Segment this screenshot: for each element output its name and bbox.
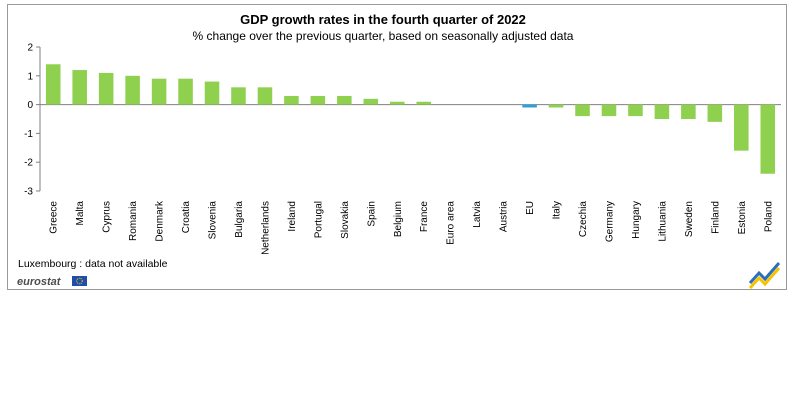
category-label: Cyprus (102, 201, 113, 233)
y-tick-label: -2 (24, 158, 33, 169)
bar-poland (760, 104, 776, 174)
category-label: Netherlands (260, 201, 271, 255)
bar-ireland (284, 95, 299, 105)
bar-slovenia (204, 81, 220, 105)
category-label: EU (525, 201, 536, 215)
bar-romania (125, 75, 140, 105)
bar-portugal (310, 95, 326, 105)
category-label-layer: Greece Malta Cyprus Romania Denmark Croatia Sl… (49, 200, 775, 255)
chart-frame: GDP growth rates in the fourth quarter o… (7, 4, 787, 290)
chart-title: GDP growth rates in the fourth quarter o… (240, 12, 526, 27)
chart: GDP growth rates in the fourth quarter o… (17, 12, 781, 290)
category-label: Germany (604, 201, 615, 242)
footnote: Luxembourg : data not available (18, 258, 168, 270)
y-tick-label: 2 (27, 43, 33, 54)
bar-hungary (628, 104, 643, 117)
brand-name: eurostat (17, 276, 62, 288)
category-label: Ireland (287, 201, 298, 232)
bar-italy (548, 104, 564, 108)
bar-denmark (151, 78, 167, 105)
category-label: France (419, 201, 430, 233)
category-label: Latvia (472, 201, 483, 228)
chart-subtitle: % change over the previous quarter, base… (193, 29, 574, 43)
y-tick-label: -1 (24, 129, 33, 140)
bar-eu (522, 104, 537, 108)
y-tick-label: 0 (27, 100, 33, 111)
eurostat-chevron-icon (748, 262, 781, 290)
category-label: Bulgaria (234, 201, 245, 238)
bar-cyprus (98, 72, 114, 105)
bar-malta (72, 70, 87, 105)
bar-finland (707, 104, 723, 122)
category-label: Italy (552, 201, 563, 219)
category-label: Hungary (631, 201, 642, 239)
category-label: Denmark (155, 200, 166, 242)
category-label: Belgium (393, 201, 404, 237)
category-label: Croatia (181, 201, 192, 234)
category-label: Romania (128, 201, 139, 241)
bar-netherlands (257, 87, 273, 105)
category-label: Slovakia (340, 201, 351, 239)
bar-france (416, 101, 432, 105)
bar-germany (601, 104, 617, 117)
axis-layer (36, 46, 781, 192)
category-label: Spain (366, 201, 377, 227)
bar-bulgaria (231, 87, 246, 105)
bar-estonia (734, 104, 749, 151)
category-label: Greece (49, 201, 60, 234)
category-label: Estonia (737, 201, 748, 235)
y-tick-layer: 2 1 0 -1 -2 -3 (24, 43, 33, 198)
bar-lithuania (654, 104, 670, 119)
bar-croatia (178, 78, 193, 105)
category-label: Euro area (446, 201, 457, 245)
category-label: Poland (763, 201, 774, 232)
category-label: Malta (75, 201, 86, 226)
y-tick-label: 1 (27, 71, 33, 82)
bar-sweden (681, 104, 696, 119)
category-label: Lithuania (657, 201, 668, 242)
category-label: Slovenia (208, 201, 219, 240)
category-label: Portugal (313, 201, 324, 238)
category-label: Czechia (578, 201, 589, 238)
bar-spain (363, 98, 379, 105)
bar-slovakia (337, 95, 352, 105)
category-label: Austria (499, 201, 510, 233)
bar-belgium (389, 101, 405, 105)
bar-czechia (575, 104, 590, 117)
bar-layer (45, 64, 776, 174)
category-label: Finland (710, 201, 721, 234)
eu-flag-icon (72, 276, 87, 286)
bar-greece (45, 64, 61, 105)
y-tick-label: -3 (24, 187, 33, 198)
category-label: Sweden (684, 201, 695, 237)
